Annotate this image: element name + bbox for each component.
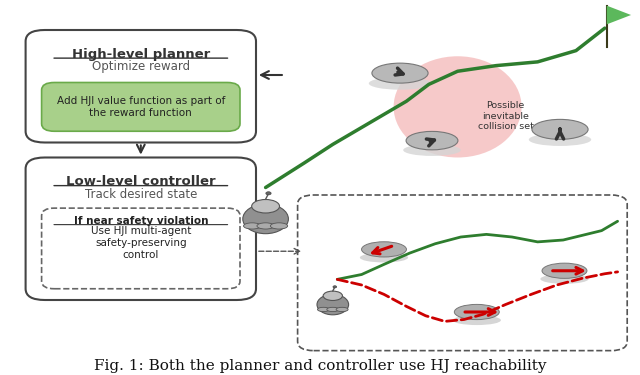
Ellipse shape — [327, 307, 339, 312]
Text: Low-level controller: Low-level controller — [66, 175, 216, 188]
Ellipse shape — [406, 131, 458, 150]
Ellipse shape — [336, 307, 348, 312]
Ellipse shape — [317, 307, 330, 312]
FancyBboxPatch shape — [42, 82, 240, 131]
Ellipse shape — [317, 294, 349, 315]
Circle shape — [333, 286, 337, 288]
Text: Fig. 1: Both the planner and controller use HJ reachability: Fig. 1: Both the planner and controller … — [93, 359, 547, 373]
Ellipse shape — [454, 304, 499, 320]
Text: Use HJI multi-agent
safety-preserving
control: Use HJI multi-agent safety-preserving co… — [91, 226, 191, 260]
Text: If near safety violation: If near safety violation — [74, 216, 208, 226]
Ellipse shape — [243, 223, 261, 229]
Text: Possible
inevitable
collision set: Possible inevitable collision set — [477, 101, 534, 131]
FancyBboxPatch shape — [26, 158, 256, 300]
Polygon shape — [607, 6, 631, 24]
Ellipse shape — [540, 274, 589, 284]
Ellipse shape — [360, 253, 408, 262]
Ellipse shape — [532, 119, 588, 140]
Text: Optimize reward: Optimize reward — [92, 60, 190, 73]
Circle shape — [266, 192, 271, 195]
Ellipse shape — [403, 144, 461, 156]
Ellipse shape — [452, 315, 501, 325]
Ellipse shape — [252, 200, 280, 213]
Text: Add HJI value function as part of
the reward function: Add HJI value function as part of the re… — [56, 96, 225, 118]
Ellipse shape — [323, 291, 342, 300]
Ellipse shape — [542, 263, 587, 278]
Ellipse shape — [394, 56, 522, 158]
Ellipse shape — [257, 223, 274, 229]
FancyBboxPatch shape — [42, 208, 240, 289]
Ellipse shape — [529, 133, 591, 146]
Ellipse shape — [362, 242, 406, 257]
Ellipse shape — [372, 63, 428, 83]
FancyBboxPatch shape — [26, 30, 256, 142]
Ellipse shape — [369, 77, 431, 90]
Text: Track desired state: Track desired state — [84, 188, 197, 201]
Ellipse shape — [243, 204, 289, 234]
Ellipse shape — [271, 223, 288, 229]
Text: High-level planner: High-level planner — [72, 48, 210, 61]
FancyBboxPatch shape — [298, 195, 627, 351]
